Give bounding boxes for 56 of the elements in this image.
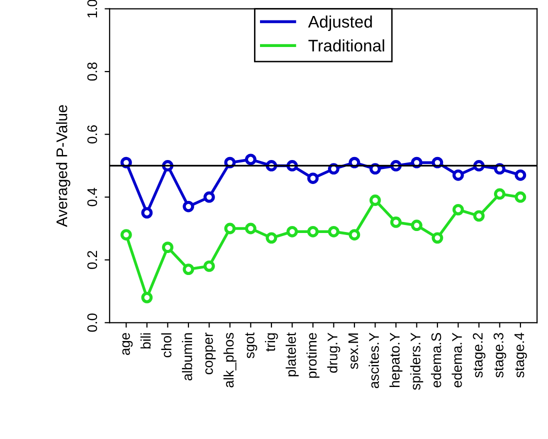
x-tick-label: albumin: [182, 333, 192, 380]
point: [370, 194, 381, 206]
y-tick-label: 0.0: [87, 314, 98, 332]
point: [307, 172, 319, 184]
point: [514, 169, 526, 181]
x-tick-label: stage.4: [514, 332, 527, 378]
point: [141, 207, 153, 218]
x-tick-label: edema.Y: [452, 332, 462, 388]
y-tick-label: 1.0: [87, 0, 98, 18]
point: [410, 220, 422, 232]
point: [266, 232, 278, 244]
x-tick-label: spiders.Y: [410, 332, 424, 390]
x-tick-label: alk_phos: [223, 332, 236, 388]
x-tick-label: drug.Y: [327, 332, 340, 373]
y-tick-label: 0.6: [87, 125, 98, 144]
x-tick-label: trig: [264, 333, 278, 352]
point: [120, 229, 132, 240]
point: [224, 222, 236, 234]
x-tick-label: edema.S: [430, 333, 442, 388]
point: [390, 216, 402, 228]
point: [245, 222, 256, 234]
point: [162, 242, 174, 254]
point: [328, 226, 340, 238]
point: [494, 188, 506, 200]
x-tick-label: platelet: [286, 332, 299, 376]
x-tick-label: sex.M: [348, 334, 358, 370]
point: [141, 292, 153, 304]
x-tick-label: hepato.Y: [389, 332, 402, 388]
x-tick-label: ascites.Y: [368, 332, 379, 388]
point: [307, 226, 319, 238]
x-tick-label: protime: [306, 333, 320, 378]
x-tick-label: bili: [140, 333, 151, 348]
y-axis-title: Averaged P-Value: [56, 105, 70, 227]
y-tick-label: 0.4: [87, 188, 98, 206]
x-tick-label: stage.3: [494, 332, 506, 378]
point: [286, 226, 298, 238]
legend-label: Traditional: [308, 39, 384, 52]
point: [452, 169, 464, 181]
point: [348, 229, 360, 240]
point: [204, 191, 215, 203]
point: [204, 260, 215, 272]
legend-label: Adjusted: [308, 15, 372, 31]
point: [514, 191, 526, 203]
point: [182, 200, 194, 212]
point: [432, 232, 444, 244]
x-tick-label: stage.2: [472, 333, 486, 378]
x-tick-label: sgot: [245, 332, 258, 358]
point: [473, 210, 485, 222]
y-tick-label: 0.8: [87, 62, 98, 81]
y-tick-label: 0.2: [87, 250, 98, 269]
x-tick-label: age: [122, 333, 133, 355]
point: [245, 154, 256, 166]
x-tick-label: copper: [205, 332, 216, 374]
point: [182, 264, 194, 275]
x-tick-label: chol: [161, 333, 172, 358]
point: [452, 204, 464, 216]
